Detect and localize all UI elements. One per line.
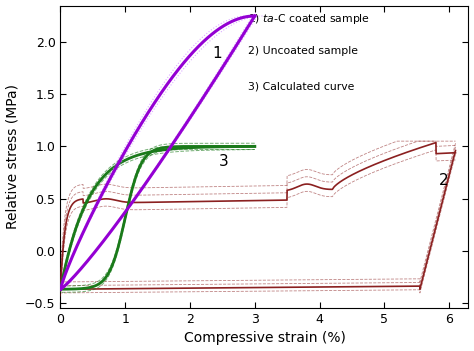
Y-axis label: Relative stress (MPa): Relative stress (MPa): [6, 84, 19, 229]
Text: 1: 1: [213, 46, 222, 61]
Text: 1) $\mathit{ta}$-C coated sample: 1) $\mathit{ta}$-C coated sample: [248, 12, 370, 26]
X-axis label: Compressive strain (%): Compressive strain (%): [183, 331, 346, 345]
Text: 3: 3: [219, 154, 229, 169]
Text: 2) Uncoated sample: 2) Uncoated sample: [248, 46, 358, 57]
Text: 2: 2: [439, 173, 449, 188]
Text: 3) Calculated curve: 3) Calculated curve: [248, 81, 355, 91]
